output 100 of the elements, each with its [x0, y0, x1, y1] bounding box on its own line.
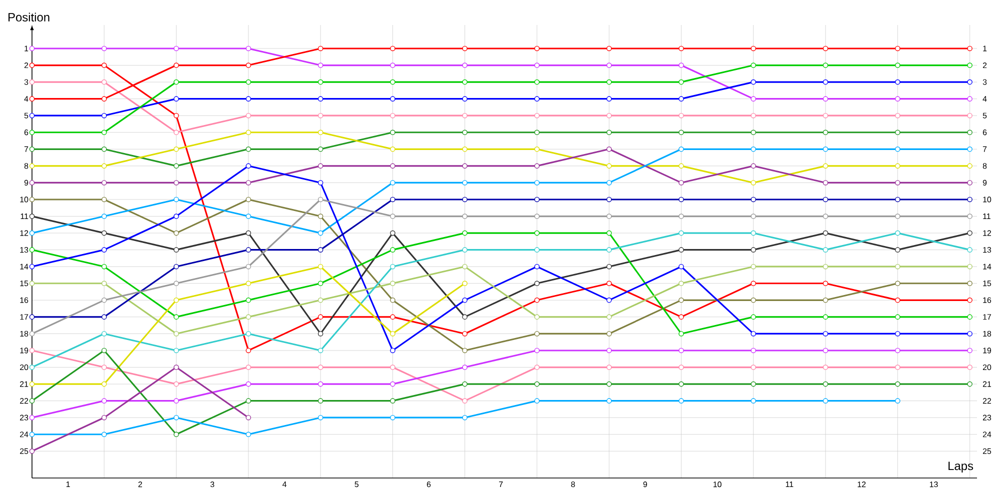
- point: [462, 398, 468, 404]
- point: [606, 112, 612, 118]
- point: [534, 79, 540, 85]
- point: [246, 414, 252, 420]
- point: [102, 130, 107, 136]
- point: [895, 163, 900, 169]
- point: [534, 62, 540, 68]
- point: [102, 381, 107, 387]
- point: [822, 46, 828, 52]
- point: [534, 163, 540, 169]
- point: [678, 398, 684, 404]
- point: [750, 180, 756, 186]
- point: [462, 196, 468, 202]
- point: [895, 247, 900, 252]
- point: [102, 112, 107, 118]
- point: [390, 146, 396, 152]
- point: [318, 214, 324, 219]
- point: [102, 280, 107, 286]
- point: [390, 163, 396, 169]
- point: [462, 247, 468, 252]
- point: [678, 146, 684, 152]
- point: [606, 146, 612, 152]
- point: [102, 96, 107, 102]
- point: [750, 79, 756, 85]
- point: [606, 348, 612, 354]
- point: [318, 398, 324, 404]
- point: [750, 46, 756, 52]
- point: [462, 298, 468, 303]
- point: [29, 348, 35, 354]
- point: [750, 331, 756, 336]
- point: [967, 264, 972, 270]
- point: [462, 79, 468, 85]
- point: [750, 247, 756, 252]
- point: [678, 130, 684, 136]
- point: [822, 180, 828, 186]
- point: [967, 163, 972, 169]
- point: [29, 163, 35, 169]
- point: [606, 46, 612, 52]
- point: [534, 280, 540, 286]
- point: [318, 331, 324, 336]
- point: [822, 280, 828, 286]
- point: [822, 112, 828, 118]
- point: [750, 364, 756, 370]
- point: [102, 298, 107, 303]
- point: [318, 298, 324, 303]
- point: [822, 264, 828, 270]
- point: [462, 264, 468, 270]
- point: [822, 381, 828, 387]
- point: [606, 163, 612, 169]
- point: [102, 79, 107, 85]
- point: [534, 96, 540, 102]
- point: [750, 381, 756, 387]
- point: [462, 180, 468, 186]
- point: [318, 96, 324, 102]
- point: [174, 46, 179, 52]
- point: [606, 180, 612, 186]
- point: [534, 247, 540, 252]
- point: [174, 314, 179, 320]
- point: [390, 180, 396, 186]
- point: [606, 280, 612, 286]
- point: [462, 381, 468, 387]
- point: [678, 79, 684, 85]
- point: [534, 381, 540, 387]
- point: [102, 247, 107, 252]
- point: [967, 196, 972, 202]
- point: [390, 46, 396, 52]
- point: [606, 79, 612, 85]
- point: [967, 314, 972, 320]
- point: [534, 146, 540, 152]
- point: [606, 264, 612, 270]
- point: [246, 46, 252, 52]
- point: [390, 196, 396, 202]
- point: [534, 298, 540, 303]
- point: [678, 348, 684, 354]
- point: [246, 146, 252, 152]
- point: [318, 163, 324, 169]
- point: [390, 79, 396, 85]
- point: [318, 280, 324, 286]
- point: [29, 432, 35, 438]
- point: [967, 96, 972, 102]
- point: [967, 214, 972, 219]
- point: [318, 230, 324, 236]
- point: [750, 163, 756, 169]
- point: [822, 230, 828, 236]
- point: [895, 79, 900, 85]
- point: [174, 331, 179, 336]
- point: [750, 214, 756, 219]
- point: [606, 230, 612, 236]
- point: [678, 381, 684, 387]
- point: [29, 62, 35, 68]
- point: [750, 398, 756, 404]
- point: [318, 130, 324, 136]
- point: [318, 414, 324, 420]
- point: [895, 348, 900, 354]
- point: [29, 146, 35, 152]
- point: [390, 247, 396, 252]
- point: [462, 414, 468, 420]
- point: [462, 280, 468, 286]
- point: [967, 130, 972, 136]
- point: [678, 247, 684, 252]
